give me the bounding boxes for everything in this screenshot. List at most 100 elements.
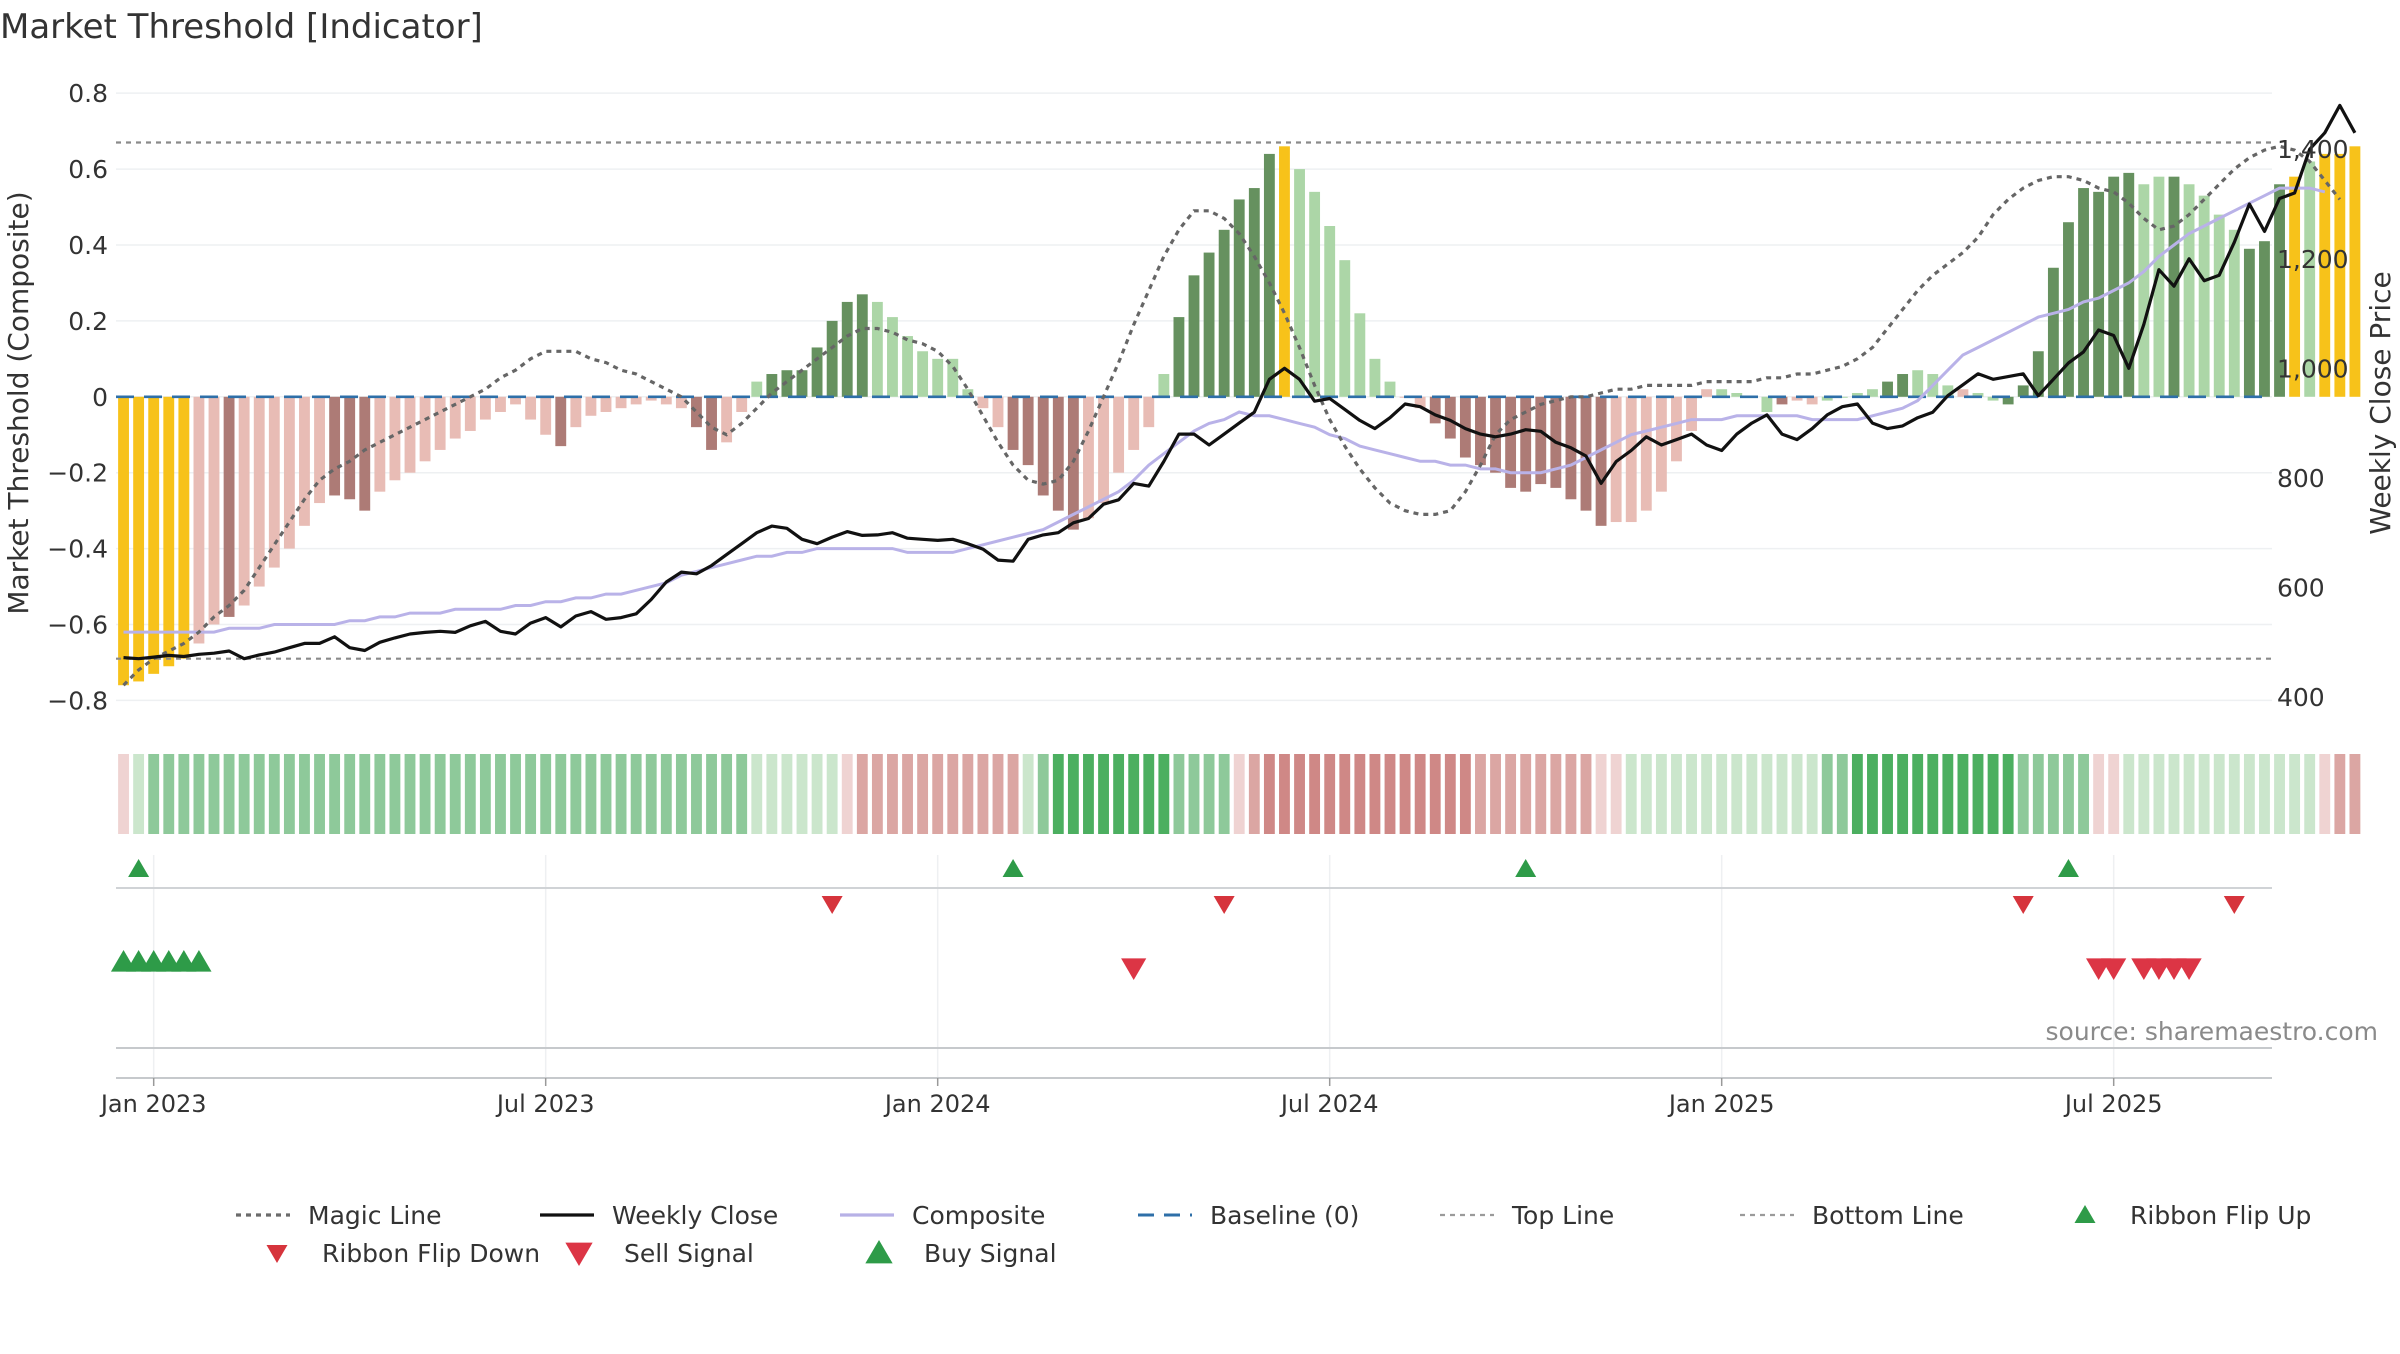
ribbon-segment: [299, 754, 310, 834]
composite-bar: [1158, 374, 1170, 397]
composite-bar: [2093, 191, 2105, 397]
composite-bar: [464, 396, 476, 431]
ribbon-segment: [1867, 754, 1878, 834]
composite-bar: [329, 396, 341, 496]
composite-bar: [1173, 317, 1185, 397]
ribbon-layer: [118, 754, 2361, 834]
ribbon-segment: [1279, 754, 1290, 834]
ribbon-segment: [1475, 754, 1486, 834]
composite-bar: [992, 396, 1004, 428]
composite-bar: [2198, 195, 2210, 397]
composite-bar: [600, 396, 612, 412]
ribbon-segment: [2063, 754, 2074, 834]
ribbon-segment: [1806, 754, 1818, 834]
ribbon-segment: [1912, 754, 1924, 834]
ribbon-segment: [1218, 754, 1230, 834]
composite-bar: [178, 396, 190, 659]
composite-bar: [2243, 248, 2255, 397]
ribbon-segment: [1550, 754, 1562, 834]
composite-bar: [1022, 396, 1034, 466]
ribbon-flip-down-marker: [1213, 896, 1235, 914]
legend-item: Ribbon Flip Down: [266, 1239, 540, 1268]
ribbon-segment: [1776, 754, 1788, 834]
x-tick-label: Jan 2023: [99, 1090, 207, 1118]
ribbon-segment: [2078, 754, 2089, 834]
ribbon-segment: [1897, 754, 1909, 834]
composite-bar: [856, 294, 868, 397]
y-tick-label: 0: [92, 383, 108, 412]
ribbon-segment: [706, 754, 717, 834]
ribbon-segment: [268, 754, 280, 834]
composite-bar: [1384, 381, 1396, 397]
ribbon-segment: [344, 754, 356, 834]
ribbon-segment: [1746, 754, 1758, 834]
composite-bar: [2304, 161, 2316, 397]
composite-bar: [1294, 169, 1305, 397]
composite-bar: [902, 336, 913, 397]
ribbon-segment: [2198, 754, 2210, 834]
sell-signal-marker: [2176, 958, 2202, 980]
ribbon-segment: [1791, 754, 1803, 834]
y-tick-label: 0.2: [68, 307, 108, 336]
composite-bar: [2002, 396, 2014, 405]
ribbon-segment: [1324, 754, 1336, 834]
composite-bar: [2289, 176, 2301, 397]
ribbon-segment: [2138, 754, 2150, 834]
y2-tick-label: 400: [2277, 683, 2325, 712]
chart-title: Market Threshold [Indicator]: [0, 7, 483, 47]
ribbon-segment: [540, 754, 552, 834]
ribbon-segment: [555, 754, 567, 834]
ribbon-segment: [1882, 754, 1893, 834]
composite-bar: [1218, 229, 1230, 397]
ribbon-segment: [1972, 754, 1984, 834]
composite-bar: [1354, 313, 1366, 397]
ribbon-segment: [1821, 754, 1833, 834]
composite-bar: [1444, 396, 1456, 439]
ribbon-segment: [766, 754, 778, 834]
ribbon-segment: [675, 754, 687, 834]
legend-label: Ribbon Flip Up: [2130, 1201, 2311, 1230]
ribbon-segment: [751, 754, 763, 834]
ribbon-segment: [887, 754, 898, 834]
composite-bar: [1625, 396, 1637, 523]
ribbon-segment: [2228, 754, 2240, 834]
ribbon-segment: [238, 754, 250, 834]
composite-bar: [721, 396, 733, 443]
ribbon-segment: [1701, 754, 1713, 834]
legend-swatch: [565, 1242, 593, 1266]
ribbon-segment: [404, 754, 416, 834]
ribbon-segment: [1052, 754, 1064, 834]
ribbon-segment: [2108, 754, 2120, 834]
ribbon-segment: [585, 754, 597, 834]
ribbon-segment: [479, 754, 491, 834]
legend-label: Sell Signal: [624, 1239, 754, 1268]
ribbon-segment: [1610, 754, 1622, 834]
composite-bar: [766, 374, 778, 397]
composite-bar: [419, 396, 431, 462]
composite-bar: [2032, 351, 2044, 397]
ribbon-flip-down-marker: [821, 896, 843, 914]
composite-bar: [238, 396, 250, 606]
composite-bar: [1972, 393, 1984, 397]
ribbon-flip-up-marker: [1002, 859, 1024, 877]
y-axis-label: Market Threshold (Composite): [2, 191, 35, 614]
ribbon-segment: [1113, 754, 1125, 834]
x-tick-label: Jul 2025: [2063, 1090, 2163, 1118]
composite-bar: [1912, 370, 1924, 397]
ribbon-segment: [1490, 754, 1501, 834]
ribbon-segment: [917, 754, 929, 834]
ribbon-segment: [1851, 754, 1863, 834]
composite-bar: [1505, 396, 1517, 488]
legend: Magic Line Weekly Close Composite Baseline …: [236, 1201, 2311, 1268]
ribbon-segment: [1671, 754, 1682, 834]
composite-bar: [1067, 396, 1079, 530]
ribbon-segment: [283, 754, 295, 834]
legend-label: Bottom Line: [1812, 1201, 1964, 1230]
composite-bar: [841, 301, 853, 397]
ribbon-segment: [1716, 754, 1728, 834]
composite-bar: [630, 396, 642, 405]
composite-bar: [1309, 191, 1321, 397]
ribbon-segment: [1309, 754, 1321, 834]
ribbon-segment: [2334, 754, 2346, 834]
